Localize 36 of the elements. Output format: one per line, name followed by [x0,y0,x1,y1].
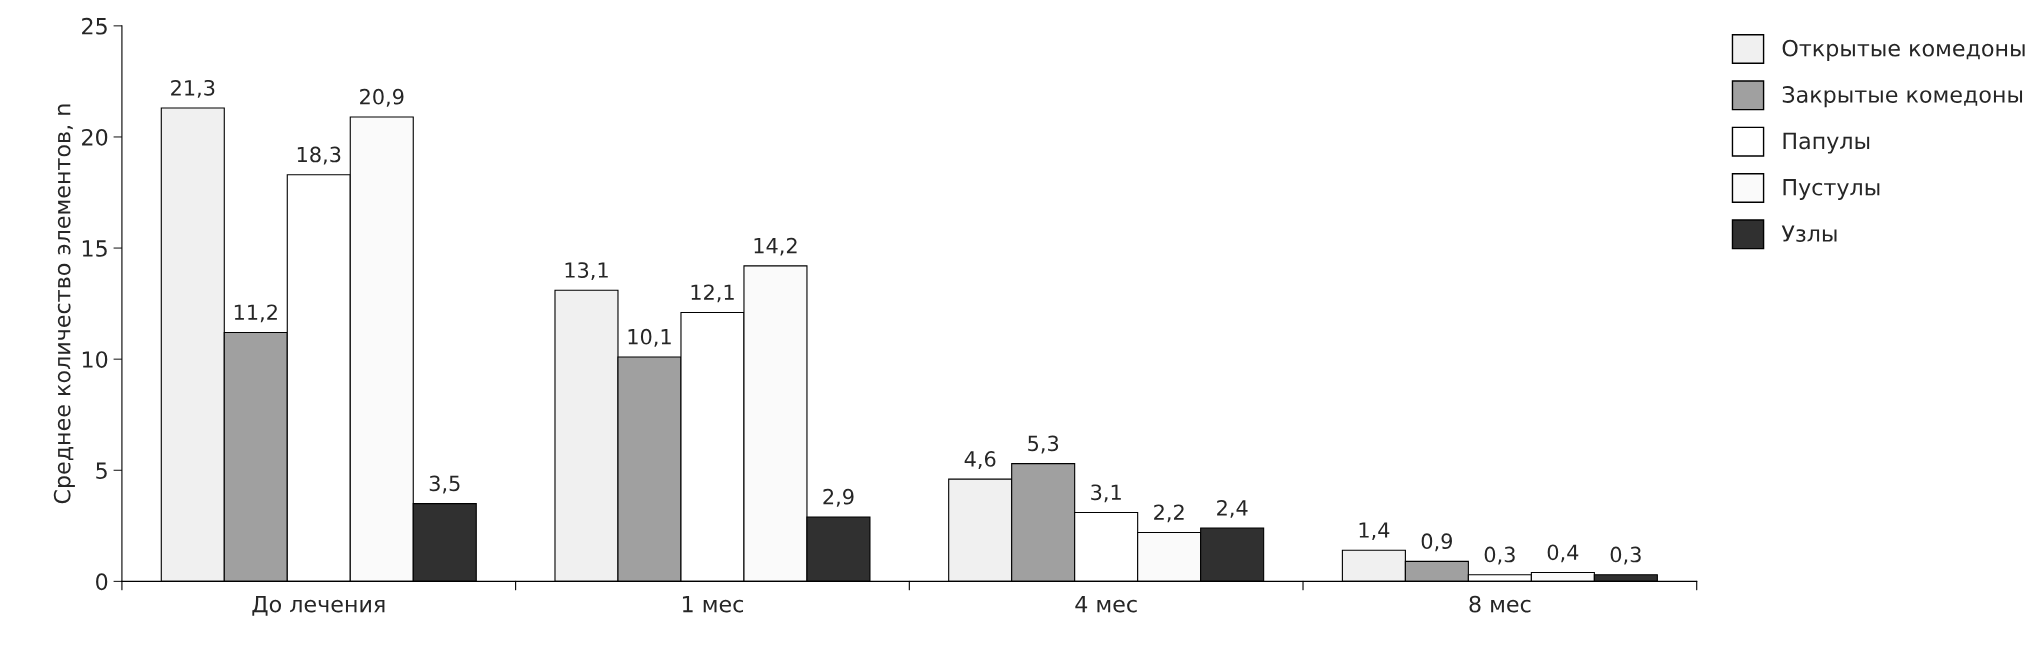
legend-label: Папулы [1783,132,1870,154]
y-tick-label: 20 [82,128,108,146]
y-axis-title: Среднее количество элементов, n [53,104,75,504]
x-tick-label: 4 мес [1075,595,1137,613]
data-label: 2,9 [823,488,854,507]
legend-label: Узлы [1781,225,1837,242]
data-label: 10,1 [628,328,671,347]
x-tick-label: До лечения [252,595,385,616]
data-label: 0,9 [1421,533,1452,552]
legend-label: Закрытые комедоны [1782,86,2023,108]
data-label: 0,4 [1547,544,1579,563]
data-label: 0,3 [1610,546,1641,565]
data-label: 11,2 [234,304,277,323]
legend-label: Пустулы [1783,179,1880,200]
data-label: 5,3 [1028,435,1059,454]
y-tick-label: 25 [82,17,107,35]
data-label: 3,1 [1091,484,1121,503]
y-tick-label: 10 [82,351,108,368]
data-label: 14,2 [754,237,797,256]
data-label: 20,9 [360,88,404,107]
data-label: 18,3 [297,146,341,165]
data-label: 13,1 [565,262,608,281]
y-tick-label: 5 [96,462,107,480]
x-tick-label: 8 мес [1469,595,1531,613]
data-label: 2,4 [1217,499,1248,518]
y-tick-label: 0 [96,573,108,591]
data-label: 3,5 [429,475,460,494]
data-label: 4,6 [964,451,996,469]
y-tick-label: 15 [82,240,107,257]
data-label: 21,3 [171,79,215,98]
data-label: 12,1 [691,284,734,303]
data-label: 2,2 [1154,504,1184,523]
data-label: 1,4 [1359,522,1390,541]
x-tick-label: 1 мес [682,595,744,613]
data-label: 0,3 [1484,546,1515,565]
legend-label: Открытые комедоны [1782,39,2025,61]
